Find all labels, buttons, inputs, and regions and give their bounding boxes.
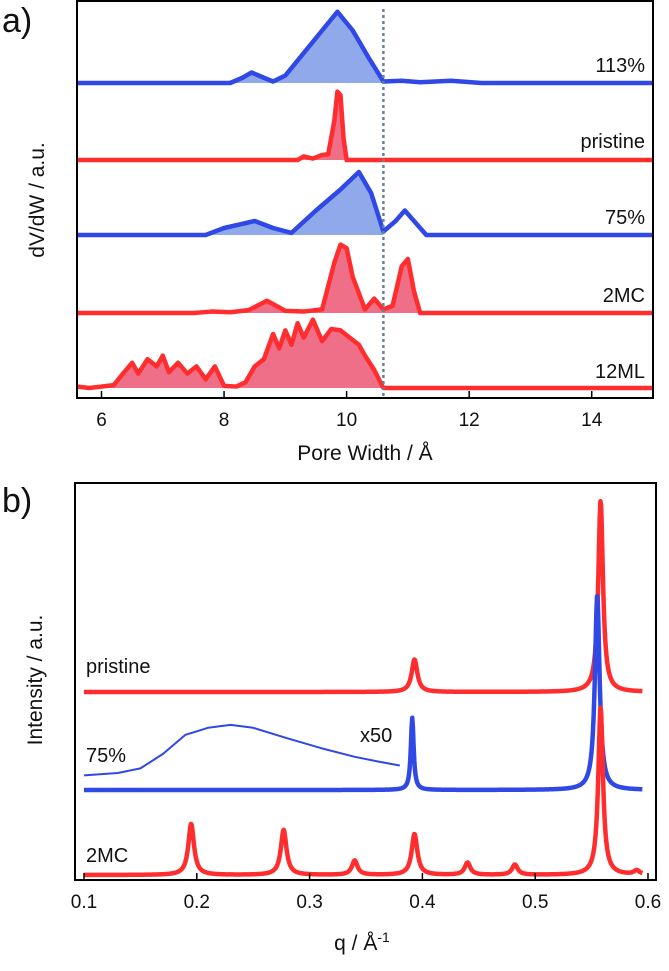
pore-fill-pristine: [77, 91, 359, 160]
x-tick-label-b-0-1: 0.1: [71, 892, 97, 913]
panel-a: a) 113% pristine 75% 2MC 12ML 6 8 10 12 14 Pore …: [2, 0, 654, 465]
saxs-line-75pct: [82, 593, 644, 793]
panel-a-x-axis-title: Pore Width / Å: [297, 442, 432, 465]
panel-a-frame: [76, 0, 654, 399]
pore-series-113pct: 113%: [77, 9, 653, 86]
pore-line-75pct: [77, 169, 653, 238]
pore-series-2mc: 2MC: [77, 242, 653, 316]
x-tick-label-b-0-3: 0.3: [296, 892, 322, 913]
pore-fill-2mc: [77, 244, 421, 313]
saxs-label-75pct: 75%: [86, 745, 126, 767]
x-tick-label-a-10: 10: [336, 410, 357, 431]
x-tick-label-a-12: 12: [459, 410, 480, 431]
pore-label-2mc: 2MC: [603, 285, 645, 307]
pore-line-2mc: [77, 242, 653, 316]
panel-b-plot-area: pristine 75% x50 2MC: [82, 498, 644, 878]
x-tick-label-a-8: 8: [219, 410, 230, 431]
saxs-label-2mc: 2MC: [86, 845, 128, 867]
panel-a-y-axis-title: dV/dW / a.u.: [26, 142, 49, 258]
panel-b-label: b): [2, 482, 32, 520]
pore-label-113pct: 113%: [595, 55, 645, 77]
pore-series-pristine: pristine: [77, 89, 653, 163]
x-tick-label-b-0-2: 0.2: [184, 892, 210, 913]
saxs-label-pristine: pristine: [86, 656, 150, 678]
pore-line-113pct: [77, 9, 653, 86]
x-tick-label-a-6: 6: [96, 410, 107, 431]
saxs-series-x50: x50: [83, 723, 400, 777]
pore-line-pristine: [77, 89, 653, 163]
pore-line-12ml: [76, 317, 653, 391]
saxs-series-pristine: pristine: [82, 498, 644, 695]
pore-label-12ml: 12ML: [595, 361, 645, 383]
x-tick-label-b-0-4: 0.4: [409, 892, 436, 913]
x-tick-label-a-14: 14: [581, 410, 603, 431]
panel-a-label: a): [2, 2, 32, 40]
pore-series-75pct: 75%: [77, 169, 653, 238]
saxs-series-75pct: 75%: [82, 593, 644, 793]
panel-b-x-axis: 0.1 0.2 0.3 0.4 0.5 0.6: [71, 873, 661, 913]
saxs-label-x50: x50: [360, 725, 392, 747]
x-tick-label-b-0-5: 0.5: [522, 892, 548, 913]
panel-a-plot-area: 113% pristine 75% 2MC 12ML: [76, 9, 653, 398]
saxs-line-x50: [83, 723, 400, 777]
saxs-series-2mc: 2MC: [82, 705, 644, 878]
saxs-line-pristine: [82, 498, 644, 695]
panel-b-y-axis-title: Intensity / a.u.: [24, 615, 47, 746]
pore-fill-12ml: [77, 319, 384, 388]
panel-b-frame: [74, 482, 657, 881]
x-tick-label-b-0-6: 0.6: [635, 892, 661, 913]
pore-label-pristine: pristine: [581, 131, 645, 153]
panel-b-x-axis-title: q / Å-1: [334, 929, 390, 955]
pore-series-12ml: 12ML: [76, 317, 653, 391]
panel-a-x-axis: 6 8 10 12 14: [96, 391, 603, 431]
saxs-line-2mc: [82, 705, 644, 878]
pore-label-75pct: 75%: [605, 207, 645, 229]
pore-fill-113pct: [77, 11, 384, 83]
